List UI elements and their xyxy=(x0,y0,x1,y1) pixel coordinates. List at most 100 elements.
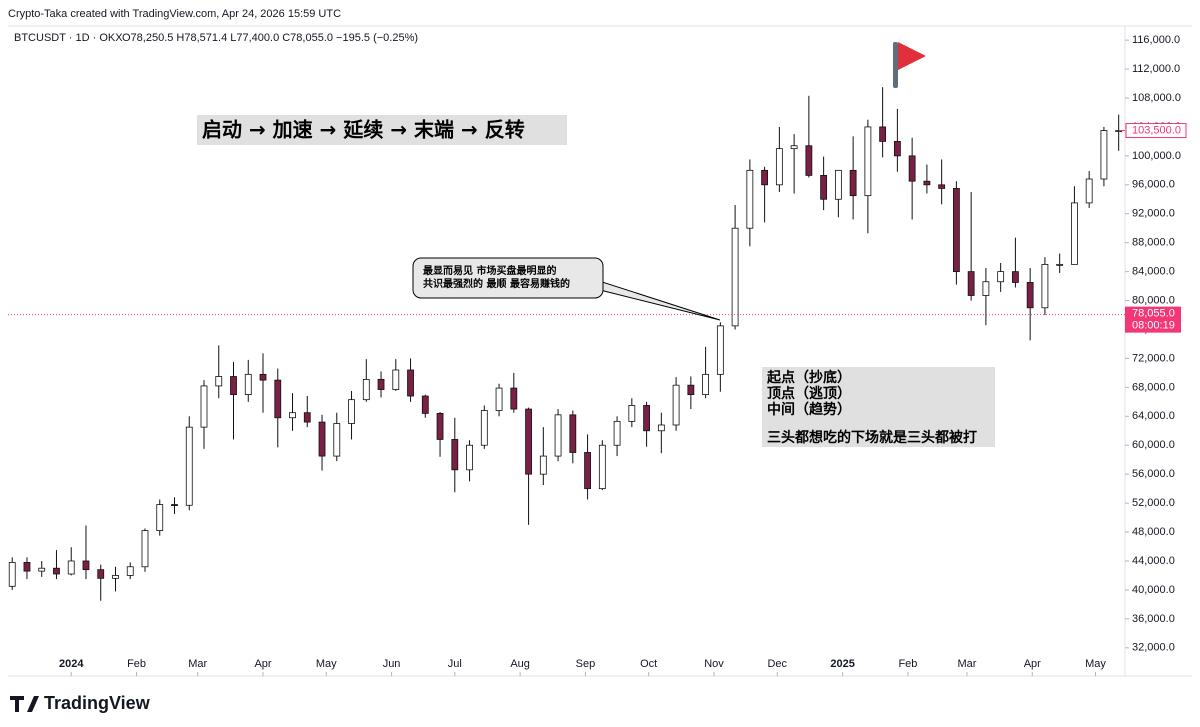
candle-body xyxy=(761,169,769,186)
y-tick-label: 56,000.0 xyxy=(1132,468,1175,480)
candle-body xyxy=(1071,202,1078,265)
x-tick-label: 2025 xyxy=(830,658,854,670)
candle-body xyxy=(392,369,400,390)
candle-body xyxy=(1100,130,1108,180)
candle-body xyxy=(598,444,606,490)
candle-body xyxy=(362,379,370,401)
candle-body xyxy=(318,421,326,457)
candle-body xyxy=(908,155,916,182)
y-tick-label: 80,000.0 xyxy=(1132,294,1175,306)
candle-body xyxy=(613,420,621,446)
candle-body xyxy=(539,455,547,475)
candle-body xyxy=(510,387,518,410)
note-text: 起点（抄底） xyxy=(766,369,851,386)
y-tick-label: 100,000.0 xyxy=(1132,150,1181,162)
candle-body xyxy=(8,562,16,587)
x-tick-label: Feb xyxy=(127,658,146,670)
y-tick-label: 68,000.0 xyxy=(1132,381,1175,393)
x-tick-label: May xyxy=(1085,658,1106,670)
note-text: 三头都想吃的下场就是三头都被打 xyxy=(767,429,977,446)
candle-body xyxy=(185,426,193,506)
x-tick-label: Mar xyxy=(957,658,976,670)
candle-body xyxy=(244,373,252,395)
x-tick-label: Apr xyxy=(1024,658,1041,670)
candle-body xyxy=(982,281,990,296)
x-tick-label: May xyxy=(316,658,337,670)
candle-body xyxy=(731,227,739,327)
x-tick-label: Jun xyxy=(383,658,401,670)
callout-text: 共识最强烈的 最顺 最容易赚钱的 xyxy=(423,277,570,290)
candle-body xyxy=(333,423,341,457)
y-tick-label: 72,000.0 xyxy=(1132,352,1175,364)
candle-body xyxy=(289,412,296,419)
candle-body xyxy=(67,560,75,575)
candle-body xyxy=(643,405,650,432)
candle-body xyxy=(451,439,459,471)
x-tick-label: 2024 xyxy=(59,658,84,670)
hline-tag xyxy=(1125,123,1187,139)
last-price-label: 78,055.0 xyxy=(1132,308,1175,320)
symbol: BTCUSDT · 1D · OKX xyxy=(14,32,123,44)
candle-body xyxy=(525,408,532,475)
candle-body xyxy=(849,169,857,197)
brand: TradingView xyxy=(44,693,151,713)
phase-box xyxy=(197,115,567,145)
candle-body xyxy=(864,126,872,197)
candle-body xyxy=(156,504,164,531)
callout-box xyxy=(412,257,604,299)
candle-body xyxy=(1041,263,1049,309)
last-price-tag xyxy=(1125,306,1181,333)
candle-body xyxy=(584,452,591,490)
flag xyxy=(898,42,926,70)
y-tick-label: 40,000.0 xyxy=(1132,584,1175,596)
candle-body xyxy=(421,395,429,414)
note-box xyxy=(762,367,995,447)
candle-body xyxy=(746,169,754,229)
candle-body xyxy=(672,384,680,426)
candle-body xyxy=(274,379,282,419)
x-tick-label: Dec xyxy=(767,658,787,670)
candle-body xyxy=(436,413,444,440)
candle-body xyxy=(805,145,813,176)
note-text: 顶点（逃顶） xyxy=(767,385,851,402)
y-tick-label: 84,000.0 xyxy=(1132,266,1175,278)
candle-body xyxy=(480,410,488,446)
candle-body xyxy=(407,369,414,397)
y-tick-label: 116,000.0 xyxy=(1132,34,1180,46)
candle-body xyxy=(952,188,960,273)
y-tick-label: 92,000.0 xyxy=(1132,208,1175,220)
candle-body xyxy=(893,141,901,157)
candle-body xyxy=(38,567,46,572)
candle-body xyxy=(554,414,562,457)
candle-body xyxy=(687,384,695,395)
flag-pole xyxy=(893,42,898,88)
y-tick-label: 88,000.0 xyxy=(1132,237,1175,249)
candle-body xyxy=(126,566,134,576)
candle-body xyxy=(702,373,709,395)
y-tick-label: 64,000.0 xyxy=(1132,410,1175,422)
candle-body xyxy=(230,376,237,395)
x-tick-label: Sep xyxy=(576,658,596,670)
y-tick-label: 112,000.0 xyxy=(1132,63,1180,75)
plot: 32,000.0 36,000.0 40,000.0 44,000.0 48,000.0… xyxy=(8,34,1181,676)
candle-body xyxy=(628,405,636,422)
candle-body xyxy=(967,271,975,296)
candle-body xyxy=(141,530,149,568)
candle-body xyxy=(923,180,931,186)
candle-body xyxy=(1085,178,1093,204)
candle-body xyxy=(775,148,783,186)
hline-label: 103,500.0 xyxy=(1132,124,1181,136)
candle-body xyxy=(200,385,208,428)
candle-body xyxy=(1026,282,1034,309)
candle-body xyxy=(569,414,577,453)
candle-body xyxy=(938,184,946,189)
candle-body xyxy=(716,325,724,375)
y-tick-label: 52,000.0 xyxy=(1132,497,1175,509)
x-tick-label: Nov xyxy=(704,658,724,670)
y-tick-label: 32,000.0 xyxy=(1132,642,1175,654)
x-tick-label: Aug xyxy=(510,658,530,670)
candle-body xyxy=(259,373,267,381)
candle-body xyxy=(1012,271,1019,283)
